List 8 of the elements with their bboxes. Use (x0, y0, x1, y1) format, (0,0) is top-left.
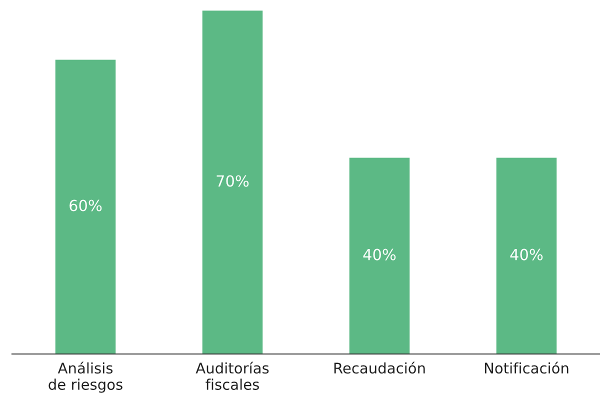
data-label: 70% (216, 175, 249, 187)
data-label: 40% (510, 248, 543, 260)
x-tick-label: Auditorías fiscales (196, 362, 269, 390)
x-tick-label: Recaudación (334, 362, 425, 374)
x-tick-label: Análisis de riesgos (48, 362, 122, 393)
x-tick-label: Notificación (484, 362, 568, 374)
data-label: 60% (70, 200, 102, 212)
data-label: 40% (363, 248, 396, 260)
